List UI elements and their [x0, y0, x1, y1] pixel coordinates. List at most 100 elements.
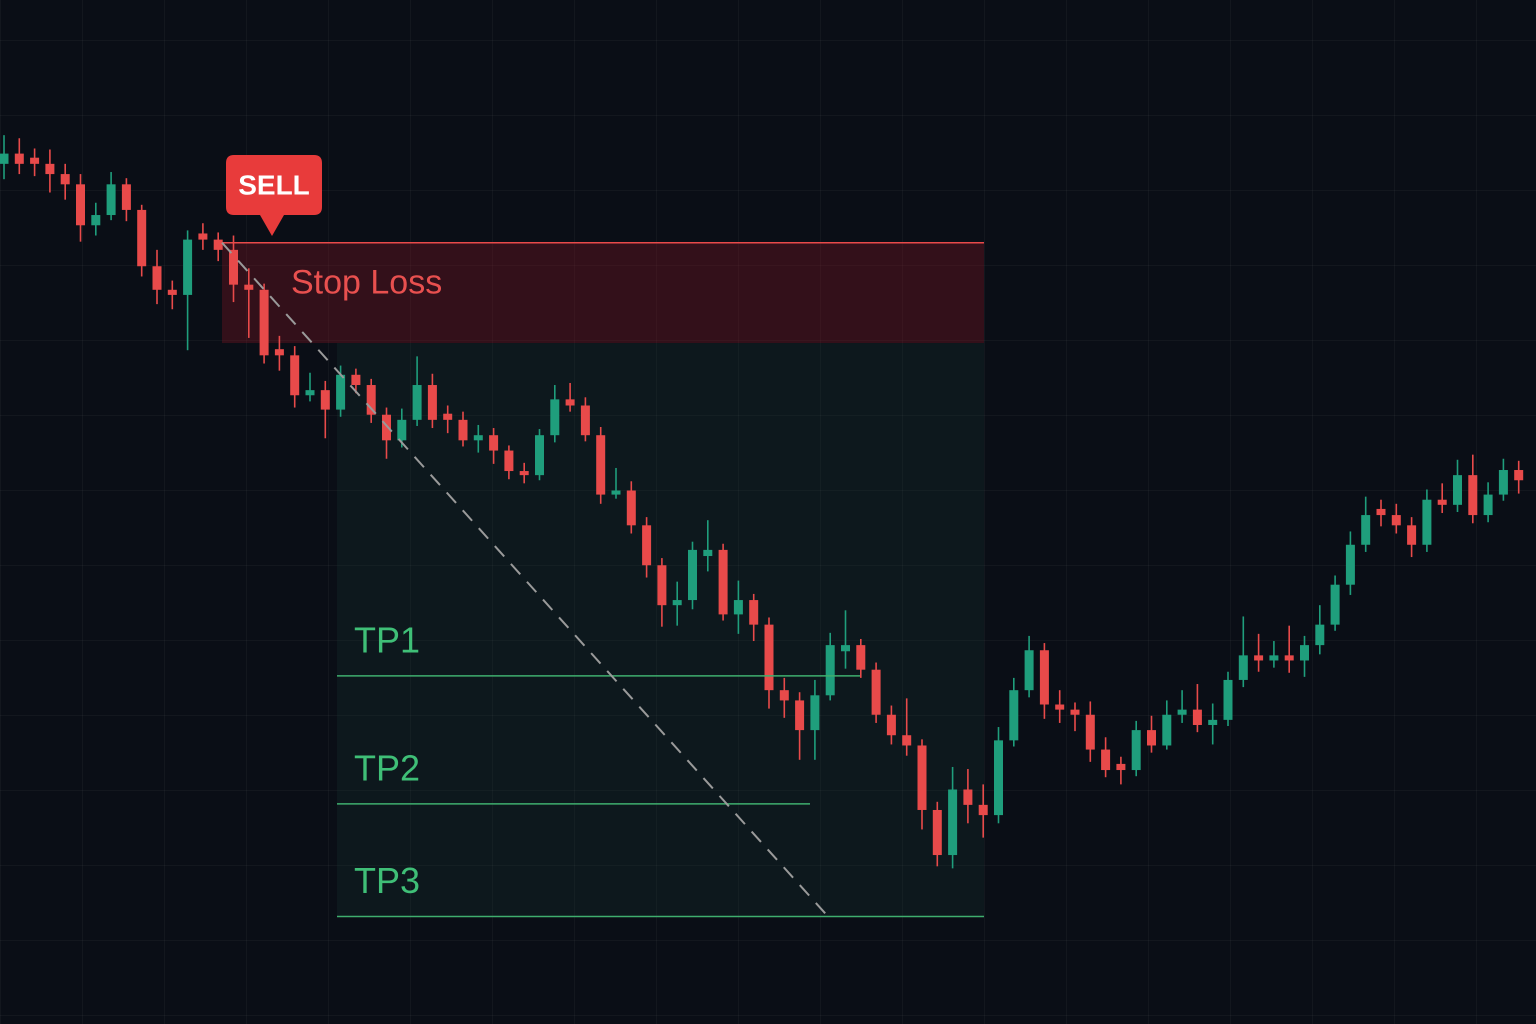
candle-body: [1024, 650, 1034, 691]
candle-body: [810, 695, 820, 731]
candle-body: [137, 209, 147, 267]
candle-body: [611, 490, 621, 495]
candle-body: [489, 435, 499, 451]
candle-body: [1101, 749, 1111, 771]
candle-body: [183, 239, 193, 295]
candle-body: [703, 549, 713, 557]
candle-body: [427, 385, 437, 420]
candle-body: [596, 435, 606, 495]
candle-body: [856, 645, 866, 670]
candle-body: [1407, 525, 1417, 545]
candle-body: [948, 789, 958, 856]
candle-body: [825, 645, 835, 696]
candle-body: [1039, 650, 1049, 705]
candle-body: [886, 714, 896, 736]
candle-body: [1177, 709, 1187, 715]
stop-loss-label: Stop Loss: [291, 264, 442, 302]
candle-body: [504, 450, 514, 472]
candle-body: [30, 157, 40, 164]
projection-line: [221, 242, 829, 918]
candle-body: [733, 600, 743, 615]
candle-body: [336, 374, 346, 410]
sell-bubble: [226, 155, 322, 236]
candle-body: [1223, 679, 1233, 720]
candle-body: [1208, 719, 1218, 725]
candle-body: [290, 355, 300, 396]
candle-body: [366, 385, 376, 415]
candle-body: [1147, 730, 1156, 746]
candle-body: [1376, 508, 1386, 516]
candle-body: [1116, 763, 1126, 771]
candle-body: [397, 419, 407, 441]
candle-body: [1483, 494, 1493, 516]
candle-body: [320, 390, 330, 410]
candle-body: [259, 289, 269, 356]
candle-body: [519, 471, 529, 476]
candle-body: [1009, 690, 1019, 741]
candle-body: [412, 385, 422, 420]
candle-body: [1085, 714, 1095, 750]
candle-body: [382, 414, 391, 441]
candle-body: [1345, 544, 1355, 585]
target-label: TP2: [354, 747, 420, 788]
candle-body: [1254, 655, 1264, 661]
candle-body: [1330, 584, 1340, 625]
target-label: TP1: [354, 619, 420, 660]
candle-body: [963, 789, 973, 805]
sell-label: SELL: [238, 169, 310, 200]
candle-body: [443, 413, 453, 420]
candle-body: [657, 565, 667, 606]
candle-body: [642, 525, 652, 566]
candle-body: [795, 700, 805, 731]
candle-body: [45, 163, 55, 175]
candle-body: [1055, 704, 1065, 710]
candle-body: [351, 374, 361, 386]
candle-body: [1422, 499, 1432, 545]
candle-body: [121, 184, 131, 210]
candle-body: [672, 600, 682, 606]
candle-body: [550, 399, 560, 436]
candle-body: [1269, 655, 1279, 661]
candle-body: [932, 809, 942, 856]
candle-body: [229, 249, 238, 285]
candle-body: [1070, 709, 1080, 715]
candle-body: [580, 405, 590, 436]
target-label: TP3: [354, 860, 420, 901]
candle-body: [198, 233, 208, 240]
candle-body: [1131, 730, 1141, 771]
candle-body: [871, 669, 881, 715]
target-zone: [337, 343, 984, 917]
candle-body: [1437, 499, 1447, 505]
candle-body: [76, 184, 85, 226]
candle-body: [213, 239, 223, 250]
candle-body: [1361, 515, 1371, 545]
candle-body: [106, 184, 116, 216]
candle-body: [1162, 714, 1172, 746]
candle-body: [60, 174, 70, 185]
candle-body: [718, 549, 728, 615]
candle-body: [91, 215, 101, 226]
stop-loss-zone: [222, 242, 984, 344]
candle-body: [167, 289, 177, 295]
candle-body: [1315, 624, 1325, 646]
candle-body: [978, 804, 988, 816]
candle-body: [565, 399, 575, 406]
candle-body: [1192, 709, 1202, 725]
candle-body: [841, 645, 850, 652]
candle-body: [535, 435, 544, 476]
candle-body: [626, 490, 636, 526]
candle-body: [1300, 645, 1309, 661]
candle-body: [1391, 515, 1401, 526]
candle-body: [1238, 655, 1248, 680]
candle-body: [994, 740, 1003, 816]
candle-body: [458, 419, 468, 441]
candle-body: [14, 153, 24, 164]
candle-body: [1453, 475, 1462, 505]
candle-body: [0, 153, 9, 164]
candle-body: [1514, 470, 1524, 481]
candle-body: [152, 266, 162, 290]
candle-body: [473, 435, 483, 441]
candle-body: [764, 624, 774, 691]
candle-body: [902, 735, 912, 746]
